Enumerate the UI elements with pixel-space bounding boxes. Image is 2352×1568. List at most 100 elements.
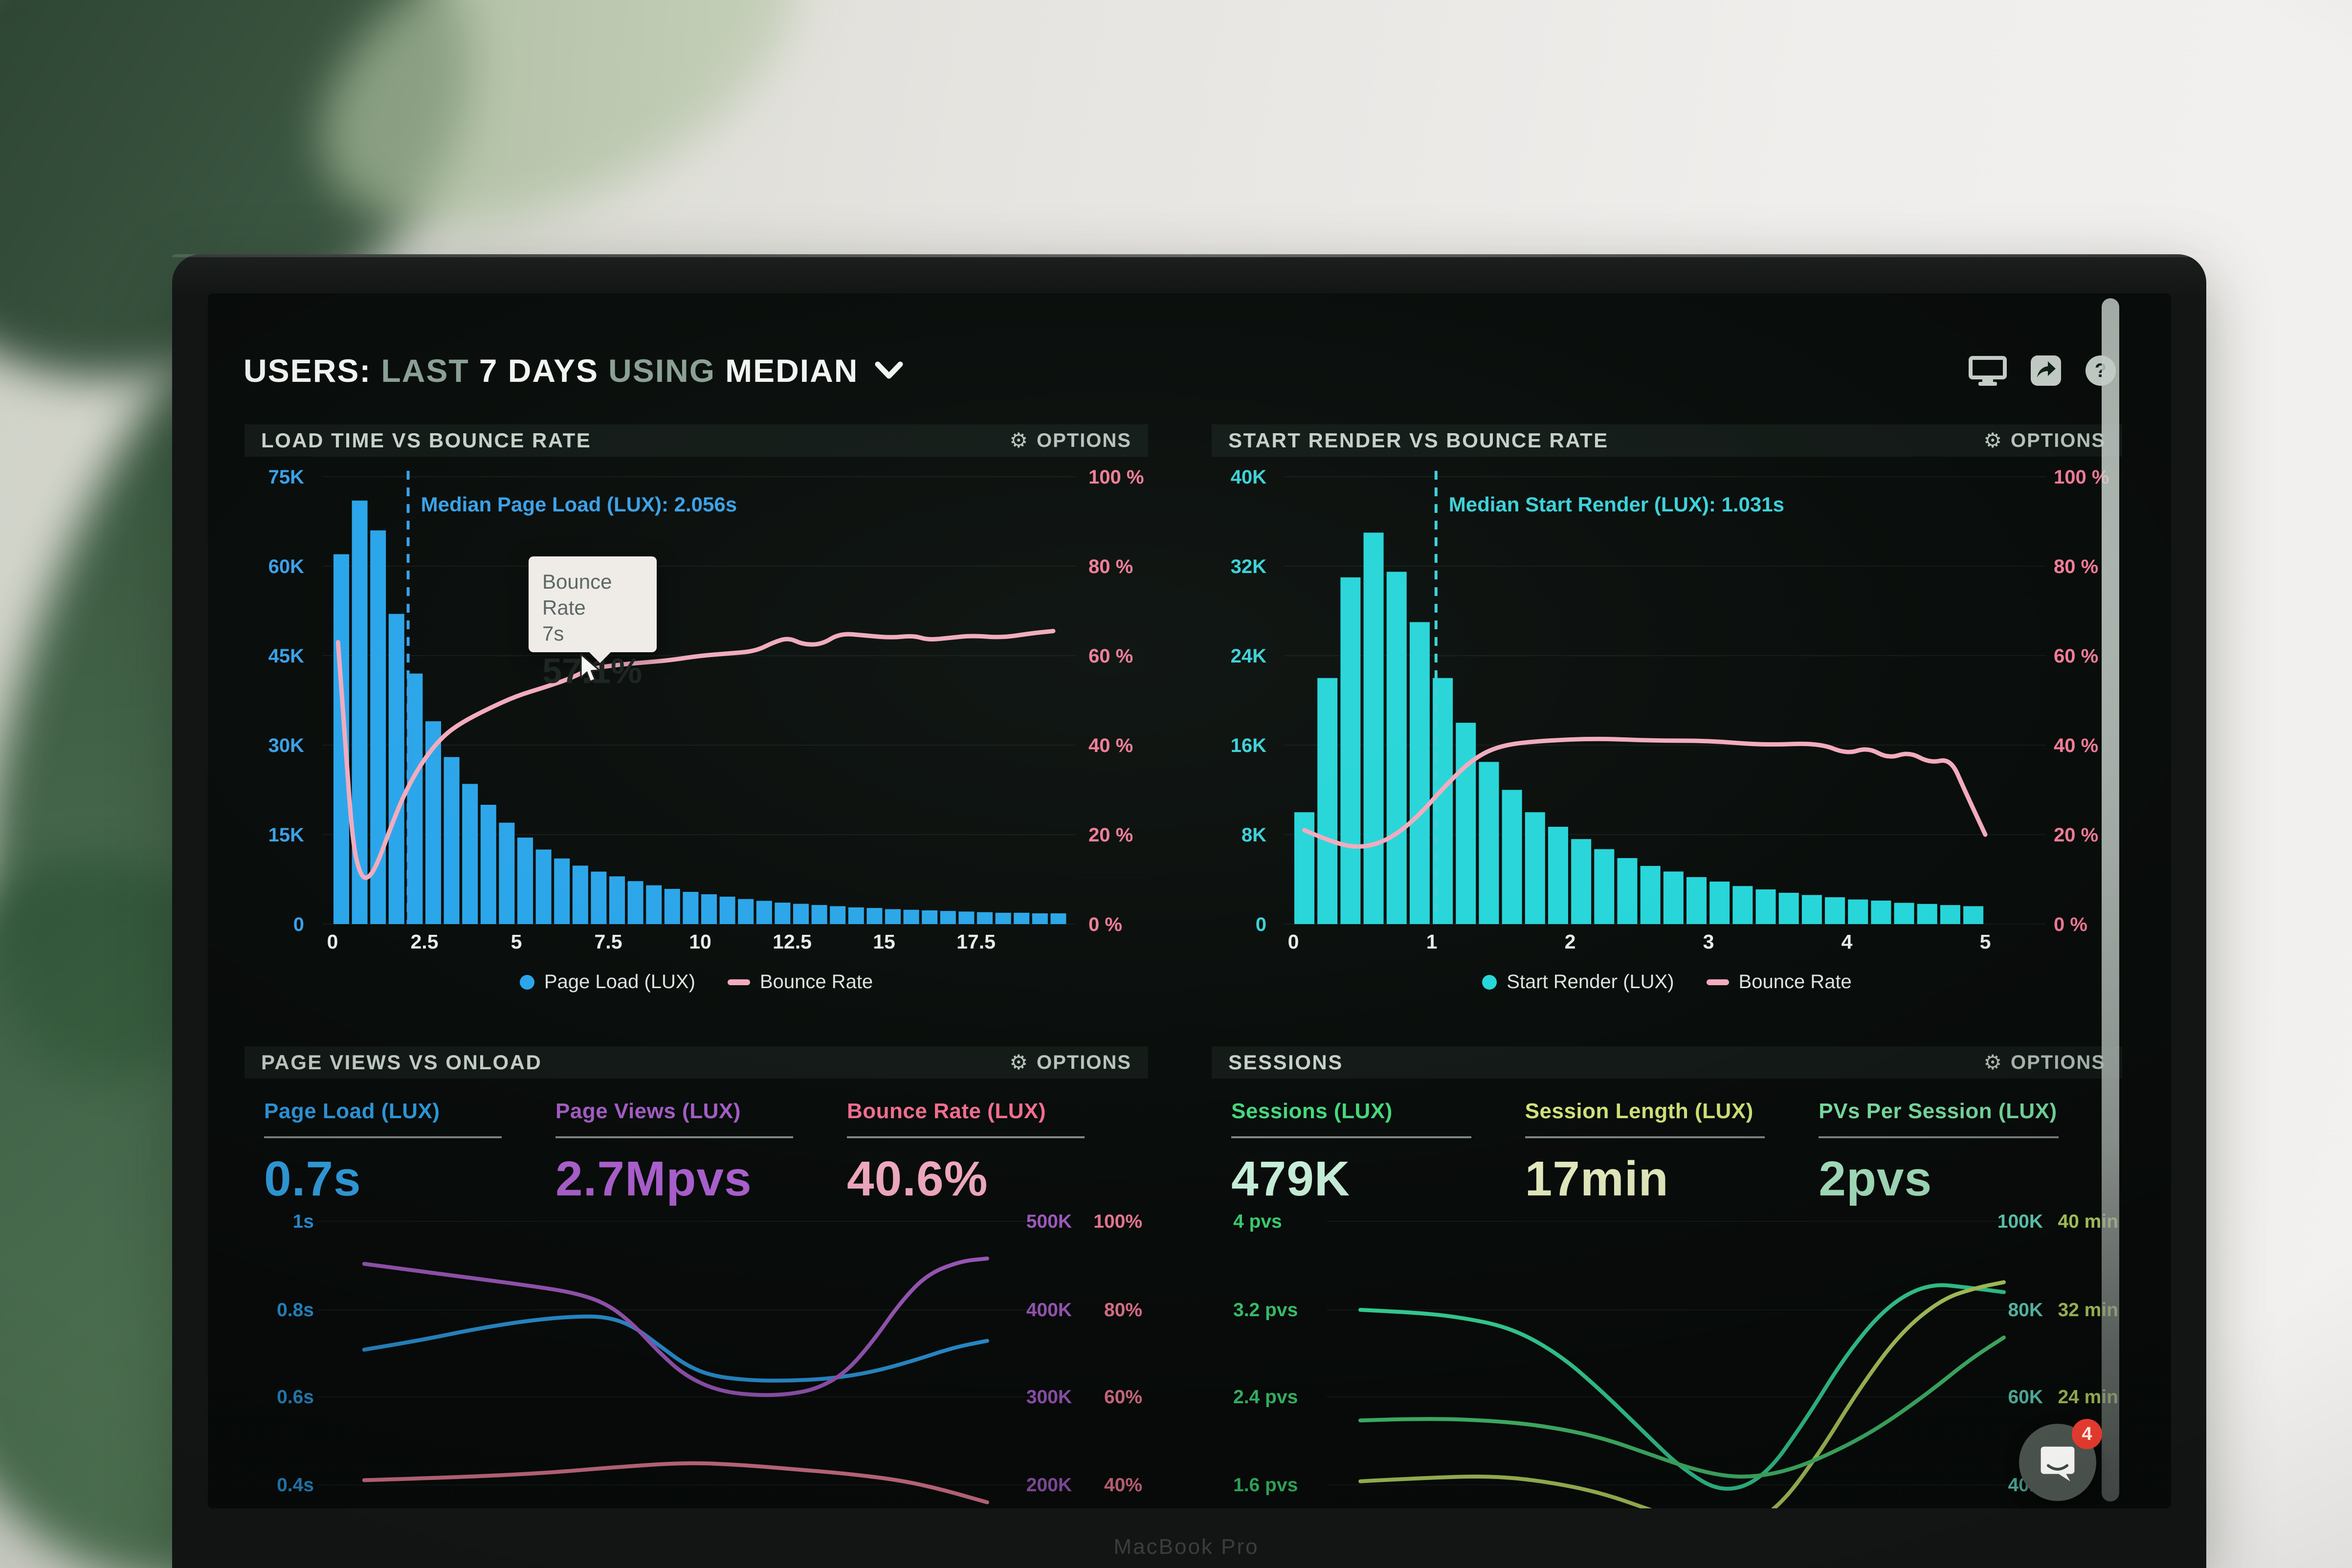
svg-text:80 %: 80 % [2054,556,2098,577]
metric-summary-row: Sessions (LUX) 479K Session Length (LUX) 17… [1231,1099,2112,1207]
legend-item[interactable]: Bounce Rate [727,971,873,993]
metric: Bounce Rate (LUX) 40.6% [847,1099,1138,1207]
display-icon[interactable] [1969,355,2007,386]
metric-underline [1231,1136,1471,1138]
share-icon[interactable] [2030,355,2062,386]
svg-text:500K: 500K [1026,1211,1072,1232]
legend-label: Bounce Rate [1738,971,1852,993]
svg-text:20 %: 20 % [1088,824,1133,846]
svg-text:0.8s: 0.8s [277,1300,314,1321]
legend-swatch [727,979,750,985]
options-button[interactable]: ⚙ OPTIONS [1009,430,1132,452]
chart-page-views-vs-onload: 1s 500K 100% 0.8s 400K 80% 0.6s 300K 60% 0.4s 200K… [244,1193,1148,1508]
chart-legend: Start Render (LUX) Bounce Rate [1212,971,2122,993]
svg-text:15K: 15K [268,824,304,846]
chart-sessions: 4 pvs 100K 40 min 3.2 pvs 80K 32 min 2.4 pvs 60… [1212,1193,2122,1508]
svg-text:0 %: 0 % [2054,914,2087,935]
svg-text:2.5: 2.5 [411,930,439,953]
chart-tooltip: Bounce Rate 7s 57.1% [529,556,657,691]
metric-value: 17min [1525,1151,1669,1206]
svg-text:0: 0 [1256,914,1266,935]
laptop: USERS: LAST 7 DAYS USING MEDIAN ? [172,254,2206,1568]
chart-legend: Page Load (LUX) Bounce Rate [244,971,1148,993]
header-toolbar: ? [1969,355,2116,386]
legend-label: Bounce Rate [759,971,873,993]
metric-label: PVs Per Session (LUX) [1819,1099,2057,1123]
svg-text:45K: 45K [268,645,304,667]
panel-header: SESSIONS ⚙ OPTIONS [1212,1046,2122,1079]
panel-title: LOAD TIME VS BOUNCE RATE [261,429,592,452]
metric-underline [555,1136,793,1138]
options-label: OPTIONS [2010,1051,2106,1073]
svg-text:Median Page Load (LUX): 2.056s: Median Page Load (LUX): 2.056s [421,493,737,516]
panel-title: SESSIONS [1228,1051,1343,1074]
laptop-screen: USERS: LAST 7 DAYS USING MEDIAN ? [208,293,2171,1508]
svg-text:0: 0 [1288,930,1299,953]
panel-title: PAGE VIEWS VS ONLOAD [261,1051,542,1074]
legend-label: Start Render (LUX) [1507,971,1674,993]
svg-text:0.6s: 0.6s [277,1387,314,1408]
intercom-chat-button[interactable]: 4 [2019,1419,2102,1501]
svg-text:16K: 16K [1231,735,1266,756]
legend-item[interactable]: Start Render (LUX) [1482,971,1674,993]
metric-label: Page Views (LUX) [555,1099,741,1123]
svg-text:40K: 40K [1231,466,1266,488]
legend-swatch [1706,979,1729,985]
tooltip-x-value: 7s [542,622,564,645]
metric: Sessions (LUX) 479K [1231,1099,1525,1207]
options-label: OPTIONS [1036,1051,1132,1073]
svg-text:40 %: 40 % [1088,735,1133,756]
options-button[interactable]: ⚙ OPTIONS [1009,1052,1132,1074]
svg-text:60 %: 60 % [2054,645,2098,667]
metric-underline [1525,1136,1765,1138]
metric-value: 0.7s [264,1151,361,1206]
svg-text:1.6 pvs: 1.6 pvs [1233,1475,1298,1496]
svg-text:4: 4 [1842,930,1853,953]
svg-text:3.2 pvs: 3.2 pvs [1233,1300,1298,1321]
svg-text:0.4s: 0.4s [277,1475,314,1496]
gear-icon: ⚙ [1009,1050,1029,1074]
svg-text:200K: 200K [1026,1475,1072,1496]
svg-text:5: 5 [511,930,522,953]
chevron-down-icon[interactable] [875,361,903,380]
svg-text:60K: 60K [268,556,304,577]
legend-item[interactable]: Bounce Rate [1706,971,1852,993]
svg-text:80%: 80% [1104,1300,1142,1321]
svg-text:1: 1 [1426,930,1438,953]
title-segment: USING [608,353,716,389]
gear-icon: ⚙ [1983,1050,2003,1074]
svg-text:0: 0 [327,930,338,953]
metric-value: 40.6% [847,1151,988,1206]
svg-text:75K: 75K [268,466,304,488]
page-title: USERS: LAST 7 DAYS USING MEDIAN [244,352,903,389]
svg-text:100 %: 100 % [2054,466,2109,488]
svg-text:60K: 60K [2008,1387,2043,1408]
svg-text:30K: 30K [268,735,304,756]
svg-text:5: 5 [1980,930,1991,953]
laptop-brand-label: MacBook Pro [1113,1535,1259,1559]
title-segment: 7 DAYS [479,353,599,389]
svg-text:4 pvs: 4 pvs [1233,1211,1282,1232]
svg-text:100K: 100K [1997,1211,2043,1232]
panel-header: PAGE VIEWS VS ONLOAD ⚙ OPTIONS [244,1046,1148,1079]
svg-text:2.4 pvs: 2.4 pvs [1233,1387,1298,1408]
svg-text:60%: 60% [1104,1387,1142,1408]
legend-item[interactable]: Page Load (LUX) [519,971,695,993]
notification-badge: 4 [2072,1419,2102,1449]
metric: Session Length (LUX) 17min [1525,1099,1819,1207]
scrollbar[interactable] [2102,298,2119,1502]
options-button[interactable]: ⚙ OPTIONS [1983,430,2106,452]
panel-page-views-vs-onload: PAGE VIEWS VS ONLOAD ⚙ OPTIONS Page Load… [244,1046,1148,1508]
metric: Page Load (LUX) 0.7s [264,1099,555,1207]
svg-text:60 %: 60 % [1088,645,1133,667]
options-label: OPTIONS [1036,429,1132,451]
svg-text:300K: 300K [1026,1387,1072,1408]
tooltip-series: Bounce Rate [542,570,612,619]
options-button[interactable]: ⚙ OPTIONS [1983,1052,2106,1074]
metric-label: Page Load (LUX) [264,1099,440,1123]
metric-value: 2.7Mpvs [555,1151,752,1206]
panel-start-render-vs-bounce-rate: START RENDER VS BOUNCE RATE ⚙ OPTIONS 40… [1212,424,2122,1006]
svg-text:40 %: 40 % [2054,735,2098,756]
svg-text:400K: 400K [1026,1300,1072,1321]
